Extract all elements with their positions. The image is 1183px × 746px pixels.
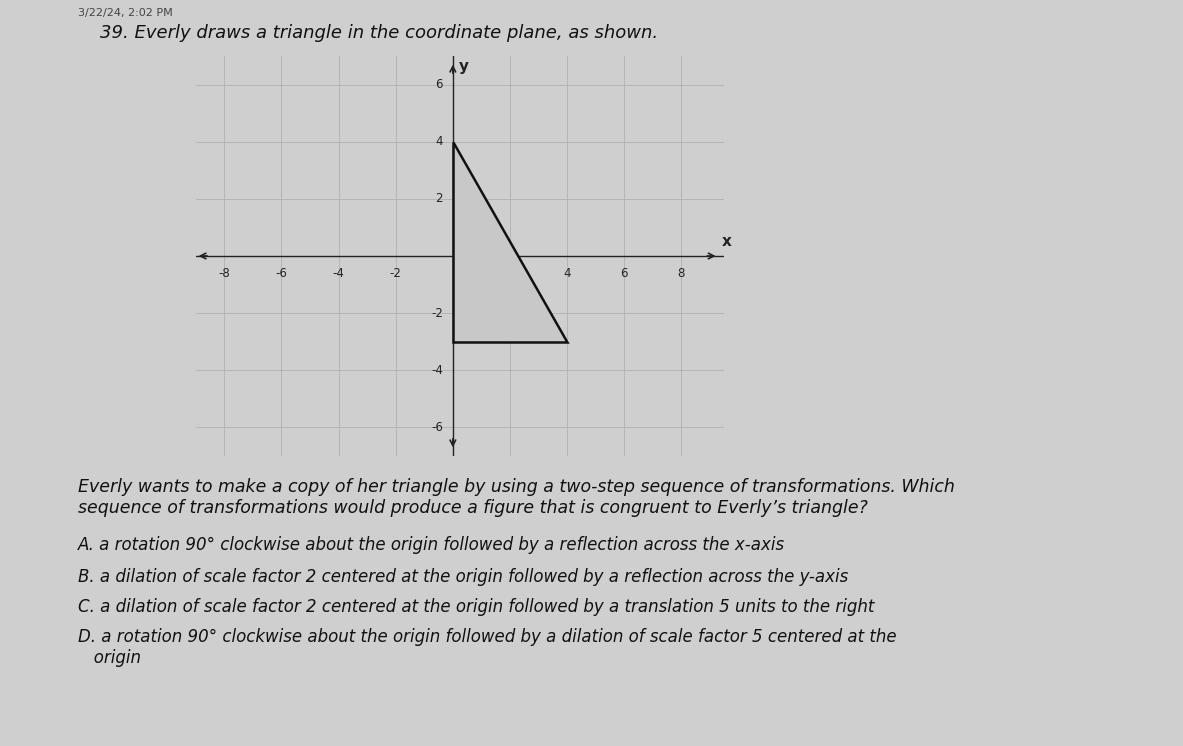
Text: -2: -2 [389, 267, 402, 280]
Text: 4: 4 [563, 267, 571, 280]
Text: 8: 8 [678, 267, 685, 280]
Text: -6: -6 [431, 421, 442, 434]
Text: 6: 6 [435, 78, 442, 91]
Text: 3/22/24, 2:02 PM: 3/22/24, 2:02 PM [78, 8, 173, 18]
Text: x: x [722, 233, 731, 249]
Text: y: y [459, 59, 468, 74]
Text: -6: -6 [276, 267, 287, 280]
Text: 4: 4 [435, 135, 442, 148]
Text: -2: -2 [431, 307, 442, 319]
Text: 2: 2 [506, 267, 513, 280]
Text: 2: 2 [435, 192, 442, 205]
Text: 6: 6 [621, 267, 628, 280]
Text: -8: -8 [219, 267, 231, 280]
Text: C. a dilation of scale factor 2 centered at the origin followed by a translation: C. a dilation of scale factor 2 centered… [78, 598, 874, 616]
Text: Everly wants to make a copy of her triangle by using a two-step sequence of tran: Everly wants to make a copy of her trian… [78, 478, 955, 517]
Text: 39. Everly draws a triangle in the coordinate plane, as shown.: 39. Everly draws a triangle in the coord… [101, 24, 658, 42]
Text: A. a rotation 90° clockwise about the origin followed by a reflection across the: A. a rotation 90° clockwise about the or… [78, 536, 786, 554]
Text: D. a rotation 90° clockwise about the origin followed by a dilation of scale fac: D. a rotation 90° clockwise about the or… [78, 628, 897, 667]
Polygon shape [453, 142, 567, 342]
Text: B. a dilation of scale factor 2 centered at the origin followed by a reflection : B. a dilation of scale factor 2 centered… [78, 568, 848, 586]
Text: -4: -4 [431, 364, 442, 377]
Text: -4: -4 [332, 267, 344, 280]
